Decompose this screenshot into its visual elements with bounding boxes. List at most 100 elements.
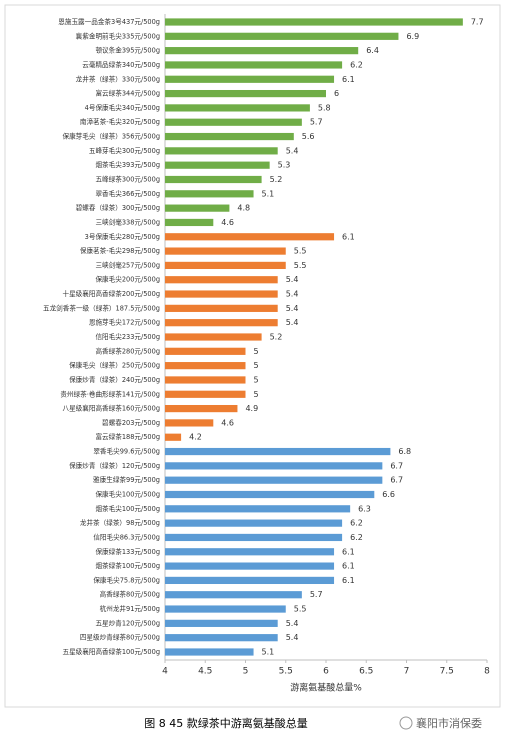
category-label: 云毫精品绿茶340元/500g [82,60,160,69]
category-label: 五星炒青120元/500g [95,618,160,627]
category-label: 杭州龙井91元/500g [100,604,160,613]
category-label: 翠香毛尖99.6元/500g [93,447,160,456]
category-label: 五峰芽毛尖300元/500g [89,146,160,155]
value-label: 5.5 [294,247,307,256]
value-label: 5 [254,361,259,370]
value-label: 6.8 [398,447,411,456]
value-label: 4.6 [221,418,234,427]
value-label: 5 [254,347,259,356]
category-label: 3号保康毛尖280元/500g [85,232,160,241]
category-label: 富云绿茶188元/500g [95,432,160,441]
value-label: 4.8 [237,204,250,213]
bar [165,419,214,427]
bar [165,18,463,26]
value-label: 5.1 [262,648,275,657]
value-label: 5.4 [286,304,299,313]
bar [165,190,254,198]
value-label: 6 [334,89,339,98]
category-label: 烟茶毛尖393元/500g [95,160,160,169]
bar [165,118,302,126]
value-label: 5.4 [286,633,299,642]
bar [165,404,238,413]
bar [165,519,343,527]
bar [165,634,278,642]
value-label: 6.2 [350,60,363,69]
category-label: 保康芽毛尖（绿茶）356元/500g [62,132,160,141]
category-label: 五龙剑香茶一级（绿茶）187.5元/500g [43,303,160,312]
bar [165,276,278,284]
x-tick-label: 4.5 [198,667,212,677]
category-label: 三峡剑毫338元/500g [95,217,160,226]
value-label: 6.9 [406,32,419,41]
x-tick-label: 7 [404,667,410,677]
x-tick-label: 5 [243,667,249,677]
value-label: 6.6 [382,490,395,499]
category-label: 龙井茶（绿茶）330元/500g [76,74,160,83]
category-label: 碧螺春（绿茶）300元/500g [76,203,160,212]
value-label: 5.8 [318,103,331,112]
value-label: 6.3 [358,504,371,513]
bar [165,362,246,370]
category-label: 4号保康毛尖340元/500g [85,103,160,112]
value-label: 5.6 [302,132,315,141]
value-label: 6.7 [390,476,403,485]
value-label: 4.6 [221,218,234,227]
value-label: 7.7 [471,18,484,27]
x-tick-label: 4 [162,667,168,677]
category-label: 恩施芽毛尖172元/500g [89,318,160,327]
value-label: 5.5 [294,261,307,270]
category-label: 高香绿茶280元/500g [95,346,160,355]
value-label: 6.1 [342,75,355,84]
category-label: 贵州绿茶·卷曲形绿茶141元/500g [60,389,160,398]
category-label: 信阳毛尖233元/500g [95,332,160,341]
bar [165,333,262,341]
category-label: 翠香毛尖366元/500g [95,189,160,198]
bar [165,376,246,384]
category-label: 顿议条金395元/500g [95,46,160,55]
bar [165,290,278,298]
category-label: 三峡剑毫257元/500g [95,260,160,269]
x-tick-label: 8 [484,667,490,677]
x-tick-label: 7.5 [440,667,454,677]
category-label: 保康毛尖75.8元/500g [93,575,160,584]
caption: 图 8 45 款绿茶中游离氨基酸总量 [144,716,308,730]
bar [165,447,391,456]
category-label: 保康毛尖（绿茶）250元/500g [69,361,160,370]
category-label: 恩施玉露一品金茶3号437元/500g [58,17,160,26]
bar [165,47,359,55]
value-label: 5.4 [286,318,299,327]
category-label: 保康绿茶133元/500g [95,547,160,556]
category-label: 五星级襄阳高香绿茶100元/500g [62,647,160,656]
bar [165,304,278,312]
x-tick-label: 6.5 [359,667,373,677]
category-label: 富云绿茶344元/500g [95,89,160,98]
category-label: 保康毛尖200元/500g [95,275,160,284]
value-label: 5.3 [278,161,291,170]
x-tick-label: 5.5 [279,667,293,677]
bar [165,433,182,441]
value-label: 6.4 [366,46,379,55]
bar [165,247,286,255]
bar [165,61,343,69]
value-label: 4.2 [189,433,202,442]
x-axis-label: 游离氨基酸总量% [290,682,362,694]
x-tick-label: 6 [323,667,329,677]
bar [165,89,326,98]
bar [165,319,278,327]
bar [165,32,399,40]
bar [165,462,383,470]
value-label: 5.2 [270,333,283,342]
value-label: 6.1 [342,547,355,556]
bar [165,505,351,513]
value-label: 6.1 [342,562,355,571]
category-label: 高香绿茶80元/500g [100,590,160,599]
bar [165,75,335,83]
value-label: 5.1 [262,189,275,198]
value-label: 5 [254,390,259,399]
value-label: 5.4 [286,290,299,299]
bar [165,175,262,184]
bar [165,132,294,141]
value-label: 5 [254,375,259,384]
category-label: 八星级襄阳高香绿茶160元/500g [62,404,160,413]
